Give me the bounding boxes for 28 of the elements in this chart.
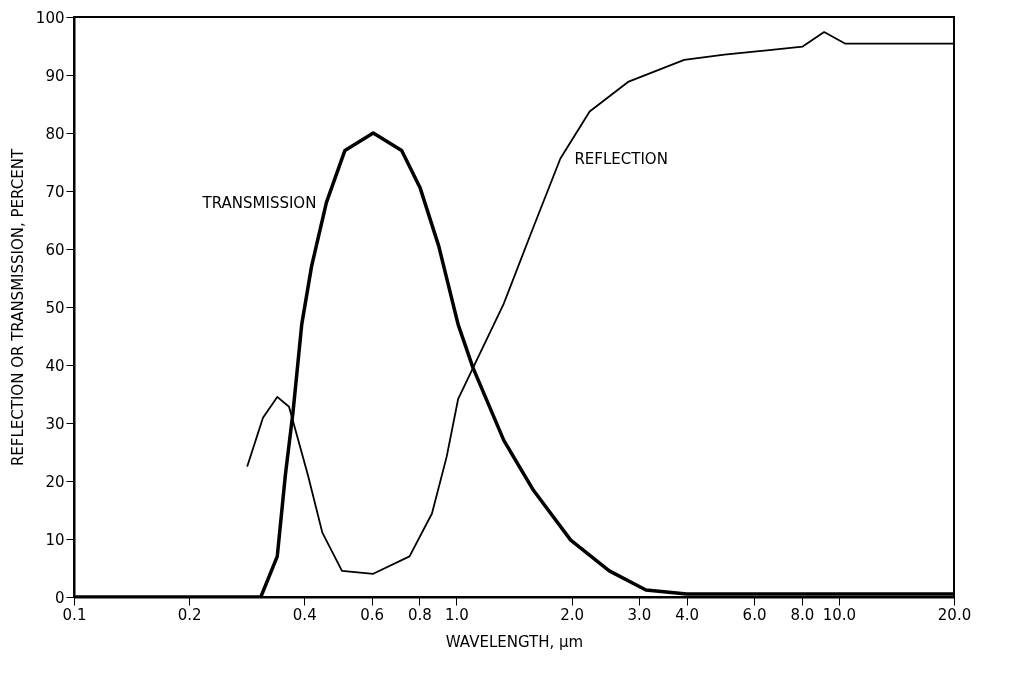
y-tick-label: 70: [45, 182, 65, 201]
y-tick-label: 60: [45, 240, 65, 259]
x-tick-label: 20.0: [937, 605, 972, 624]
x-tick-label: 10.0: [822, 605, 857, 624]
y-tick-label: 80: [45, 124, 65, 143]
x-tick-label: 3.0: [627, 605, 652, 624]
x-tick-label: 2.0: [560, 605, 584, 624]
y-tick-label: 100: [35, 8, 65, 27]
series-label: REFLECTION: [574, 149, 668, 168]
x-tick-label: 4.0: [675, 605, 700, 624]
x-tick-label: 0.1: [62, 605, 87, 624]
x-tick-label: 0.6: [360, 605, 385, 624]
y-axis-title: REFLECTION OR TRANSMISSION, PERCENT: [8, 148, 27, 467]
y-tick-label: 20: [45, 472, 65, 491]
x-tick-label: 6.0: [742, 605, 767, 624]
x-axis-title: WAVELENGTH, µm: [445, 632, 584, 651]
series-label: TRANSMISSION: [201, 193, 317, 212]
x-tick-label: 0.4: [292, 605, 317, 624]
x-tick-label: 8.0: [790, 605, 815, 624]
y-tick-label: 30: [45, 414, 65, 433]
y-tick-label: 90: [45, 66, 65, 85]
y-tick-label: 0: [54, 588, 65, 607]
y-tick-label: 10: [45, 530, 65, 549]
x-tick-label: 0.8: [407, 605, 432, 624]
y-tick-label: 40: [45, 356, 65, 375]
x-tick-label: 1.0: [445, 605, 469, 624]
x-tick-label: 0.2: [177, 605, 202, 624]
y-tick-label: 50: [45, 298, 65, 317]
